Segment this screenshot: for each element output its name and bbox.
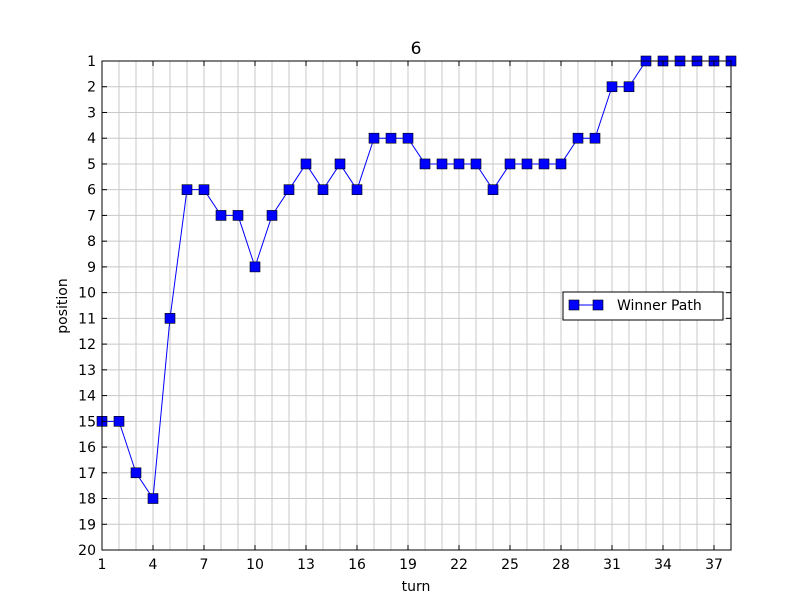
y-axis-label: position [55, 278, 71, 333]
y-tick-label: 9 [87, 260, 96, 276]
data-point-marker [606, 81, 618, 93]
x-tick-label: 13 [297, 557, 315, 573]
chart-title: 6 [411, 39, 422, 59]
y-tick-label: 10 [78, 286, 96, 302]
x-tick-label: 10 [246, 557, 264, 573]
data-point-marker [436, 158, 448, 170]
plot-frame [101, 60, 732, 551]
data-point-marker [334, 158, 346, 170]
data-point-marker [113, 416, 125, 427]
data-point-marker [470, 158, 482, 170]
data-point-marker [555, 158, 567, 170]
data-point-marker [504, 158, 516, 170]
data-point-marker [419, 158, 431, 170]
x-tick-label: 4 [149, 557, 158, 573]
y-tick-label: 18 [78, 492, 96, 508]
data-point-marker [283, 184, 295, 195]
y-tick-label: 14 [78, 389, 96, 405]
axis-ticks: 1 4 7 10 13 16 19 22 25 28 31 34 3712345678910111213… [78, 54, 731, 573]
y-tick-label: 5 [87, 157, 96, 173]
data-point-marker [487, 184, 499, 195]
y-tick-label: 13 [78, 363, 96, 379]
x-tick-label: 31 [603, 557, 621, 573]
data-point-marker [368, 132, 380, 144]
x-tick-label: 16 [348, 557, 366, 573]
x-tick-label: 19 [399, 557, 417, 573]
data-point-marker [198, 184, 210, 195]
y-tick-label: 17 [78, 466, 96, 482]
x-tick-label: 1 [98, 557, 107, 573]
y-tick-label: 15 [78, 414, 96, 430]
x-tick-label: 22 [450, 557, 468, 573]
data-point-marker [538, 158, 550, 170]
y-tick-label: 8 [87, 234, 96, 250]
legend-box [562, 291, 724, 321]
y-tick-label: 11 [78, 311, 96, 327]
data-point-marker [215, 210, 227, 221]
y-tick-label: 16 [78, 440, 96, 456]
x-tick-label: 37 [705, 557, 723, 573]
data-point-marker [147, 493, 159, 504]
data-point-marker [623, 81, 635, 93]
x-tick-label: 25 [501, 557, 519, 573]
data-point-marker [249, 261, 261, 273]
data-point-marker [402, 132, 414, 144]
legend: Winner Path [562, 291, 724, 321]
data-point-marker [351, 184, 363, 195]
y-tick-label: 20 [78, 543, 96, 559]
y-tick-label: 1 [87, 54, 96, 70]
data-point-marker [300, 158, 312, 170]
y-tick-label: 7 [87, 208, 96, 224]
data-point-marker [589, 132, 601, 144]
legend-label: Winner Path [617, 298, 702, 314]
y-tick-label: 19 [78, 517, 96, 533]
data-point-marker [164, 313, 176, 324]
data-point-marker [232, 210, 244, 221]
data-point-marker [453, 158, 465, 170]
y-tick-label: 3 [87, 105, 96, 121]
x-tick-label: 7 [200, 557, 209, 573]
y-tick-label: 12 [78, 337, 96, 353]
data-point-marker [181, 184, 193, 195]
data-point-marker [572, 132, 584, 144]
data-point-marker [521, 158, 533, 170]
data-point-marker [317, 184, 329, 195]
legend-marker-left [568, 299, 580, 311]
x-tick-label: 34 [654, 557, 672, 573]
data-point-marker [266, 210, 278, 221]
x-tick-label: 28 [552, 557, 570, 573]
data-point-marker [130, 467, 142, 479]
x-axis-label: turn [402, 579, 431, 595]
data-point-marker [385, 132, 397, 144]
y-tick-label: 4 [87, 131, 96, 147]
y-tick-label: 6 [87, 183, 96, 199]
legend-marker-right [592, 299, 604, 311]
y-tick-label: 2 [87, 80, 96, 96]
